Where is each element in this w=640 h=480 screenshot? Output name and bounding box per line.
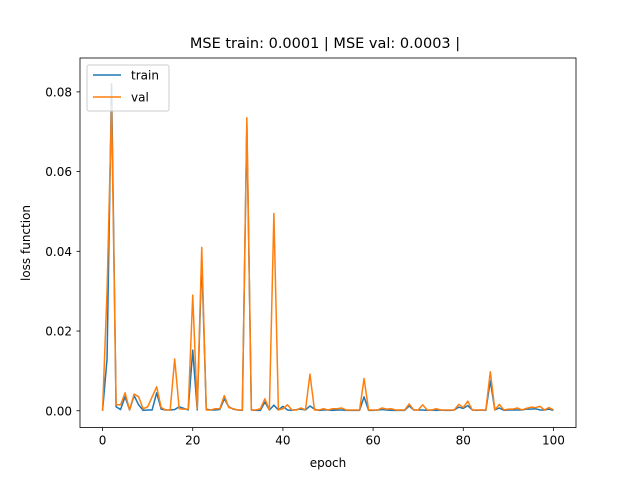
- x-axis: 0 20 40 60 80 100: [99, 427, 565, 448]
- x-tick-label: 20: [185, 434, 200, 448]
- legend-label-val: val: [131, 91, 149, 105]
- y-tick-label: 0.00: [45, 404, 72, 418]
- x-tick-label: 60: [365, 434, 380, 448]
- plot-frame: [79, 57, 577, 428]
- y-tick-label: 0.04: [45, 245, 72, 259]
- y-tick-label: 0.02: [45, 325, 72, 339]
- x-tick-label: 100: [542, 434, 565, 448]
- series-layer: [101, 83, 554, 412]
- chart-title: MSE train: 0.0001 | MSE val: 0.0003 |: [190, 36, 460, 52]
- legend-box: [86, 64, 170, 112]
- x-tick-label: 80: [456, 434, 471, 448]
- series-line-train: [101, 83, 554, 412]
- plot-area: [79, 57, 577, 428]
- x-axis-label: epoch: [310, 456, 347, 470]
- y-axis: 0.00 0.02 0.04 0.06 0.08: [45, 85, 80, 418]
- legend-label-train: train: [131, 69, 159, 83]
- y-tick-label: 0.08: [45, 85, 72, 99]
- series-line-val: [101, 105, 554, 411]
- legend: train val: [86, 64, 170, 112]
- y-tick-label: 0.06: [45, 165, 72, 179]
- y-axis-label: loss function: [19, 205, 33, 281]
- x-tick-label: 40: [275, 434, 290, 448]
- x-tick-label: 0: [99, 434, 107, 448]
